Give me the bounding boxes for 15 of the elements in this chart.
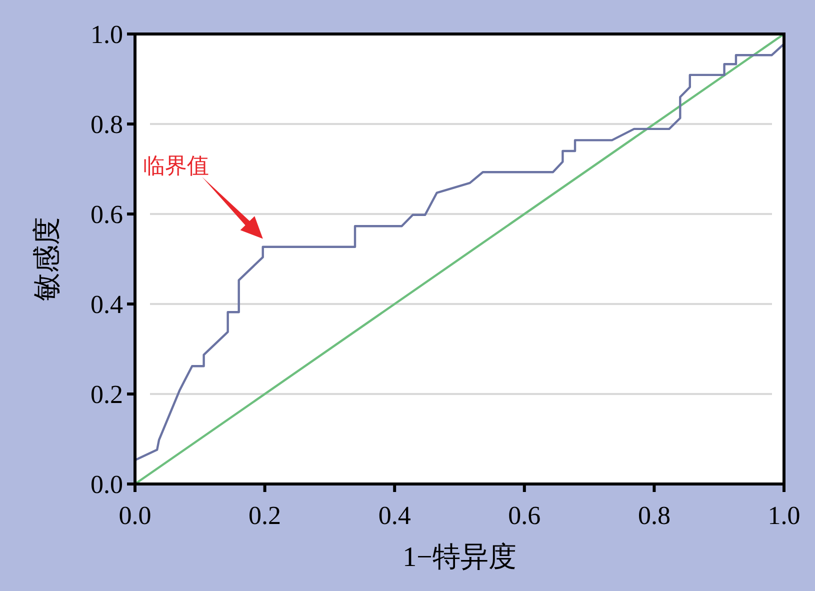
x-tick-label: 0.6 <box>508 501 541 530</box>
y-tick-label: 0.6 <box>90 200 123 229</box>
y-tick-label: 0.4 <box>90 290 123 319</box>
x-tick-label: 0.4 <box>378 501 411 530</box>
x-axis-title: 1−特异度 <box>402 542 516 573</box>
x-tick-label: 0.2 <box>248 501 282 530</box>
y-axis-title: 敏感度 <box>32 217 63 301</box>
y-tick-label: 0.8 <box>90 110 123 139</box>
y-tick-label: 0.0 <box>90 470 123 499</box>
x-tick-label: 0.8 <box>638 501 670 530</box>
y-tick-label: 0.2 <box>90 380 123 409</box>
x-tick-label: 0.0 <box>118 501 152 530</box>
x-tick-label: 1.0 <box>768 501 800 530</box>
annotation: 临界值 <box>142 152 209 178</box>
y-tick-label: 1.0 <box>90 20 123 49</box>
